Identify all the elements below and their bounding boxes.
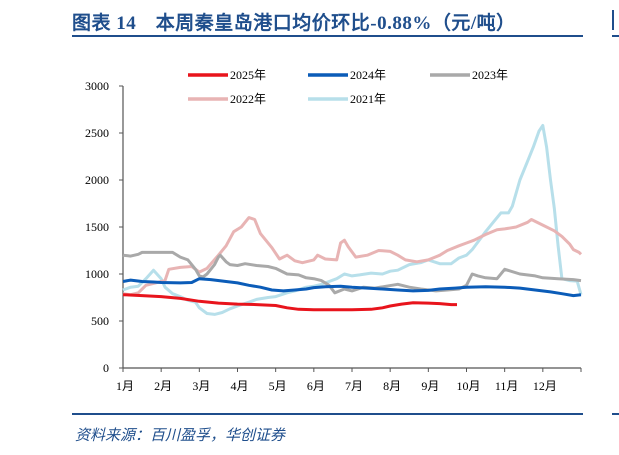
x-tick-label: 5月 xyxy=(269,379,287,393)
series-2023年 xyxy=(122,250,582,295)
x-tick-label: 3月 xyxy=(192,379,210,393)
legend-label: 2025年 xyxy=(230,68,266,82)
y-tick-label: 0 xyxy=(103,361,109,375)
title-underline xyxy=(72,35,583,37)
x-tick-label: 7月 xyxy=(345,379,363,393)
adjacent-figure-marker xyxy=(612,10,618,30)
x-tick-label: 8月 xyxy=(383,379,401,393)
y-tick-label: 2000 xyxy=(85,173,109,187)
chart-series xyxy=(122,124,583,316)
source-note: 资料来源：百川盈孚，华创证券 xyxy=(75,428,286,444)
adjacent-figure-underline xyxy=(612,35,619,37)
figure-title: 图表 14 本周秦皇岛港口均价环比-0.88%（元/吨） xyxy=(72,13,516,34)
adjacent-source-divider xyxy=(612,413,619,415)
legend-label: 2022年 xyxy=(230,92,266,106)
chart-legend: 2025年 2024年 2023年 2022年 2021年 xyxy=(188,68,508,106)
y-tick-label: 500 xyxy=(91,314,109,328)
x-tick-label: 2月 xyxy=(154,379,172,393)
y-tick-label: 2500 xyxy=(85,126,109,140)
legend-label: 2024年 xyxy=(350,68,386,82)
series-2024年 xyxy=(122,277,582,298)
series-2021年 xyxy=(122,124,583,316)
x-tick-label: 6月 xyxy=(307,379,325,393)
x-tick-label: 11月 xyxy=(495,379,519,393)
y-tick-label: 3000 xyxy=(85,79,109,93)
x-tick-label: 1月 xyxy=(116,379,134,393)
chart-axes: 0 500 1000 1500 2000 2500 3000 1月 2月 3月 4月 5月 6月 7月 8月… xyxy=(85,79,582,393)
x-tick-label: 4月 xyxy=(230,379,248,393)
legend-label: 2021年 xyxy=(350,92,386,106)
series-2025年 xyxy=(122,293,457,312)
x-tick-label: 12月 xyxy=(533,379,557,393)
y-tick-label: 1500 xyxy=(85,220,109,234)
legend-label: 2023年 xyxy=(472,68,508,82)
source-divider xyxy=(72,413,583,415)
y-tick-label: 1000 xyxy=(85,267,109,281)
x-tick-label: 9月 xyxy=(421,379,439,393)
x-tick-label: 10月 xyxy=(456,379,480,393)
